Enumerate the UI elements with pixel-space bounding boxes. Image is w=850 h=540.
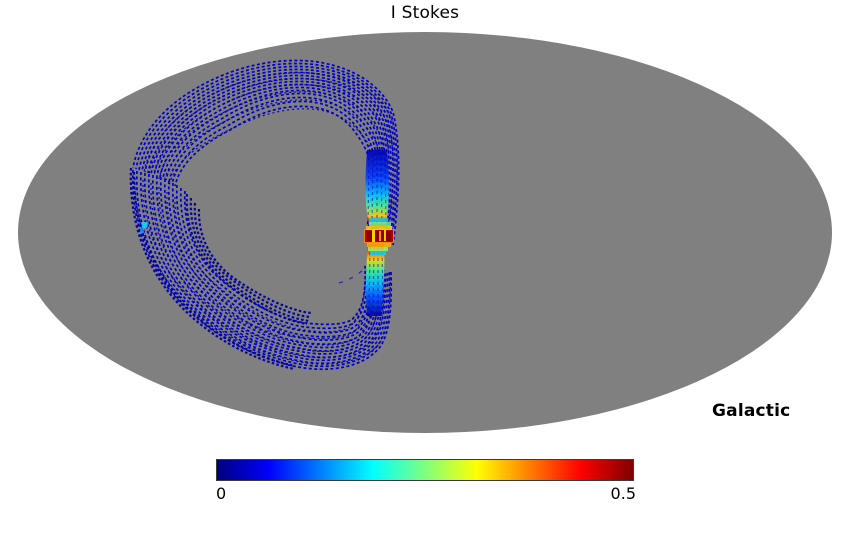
colorbar-gradient xyxy=(216,459,634,481)
mollweide-sky-map xyxy=(18,32,832,433)
colorbar-min-tick-label: 0 xyxy=(216,484,227,503)
scan-pattern-group xyxy=(129,59,400,371)
neck-lower-gradient xyxy=(365,244,385,316)
coordinate-system-label: Galactic xyxy=(712,401,791,421)
colorbar-max-tick-label: 0.5 xyxy=(610,484,636,503)
scan-rings-dense-band xyxy=(129,167,312,371)
page-title: I Stokes xyxy=(390,3,460,23)
neck-upper-gradient xyxy=(365,150,389,228)
neck-stripes xyxy=(367,149,387,313)
colorbar: 0 0.5 xyxy=(0,450,850,540)
bright-convergence-knot xyxy=(364,218,394,255)
scan-rings-lower-faint xyxy=(134,177,391,365)
convergence-neck xyxy=(365,150,389,316)
secondary-warm-spot xyxy=(140,222,147,233)
